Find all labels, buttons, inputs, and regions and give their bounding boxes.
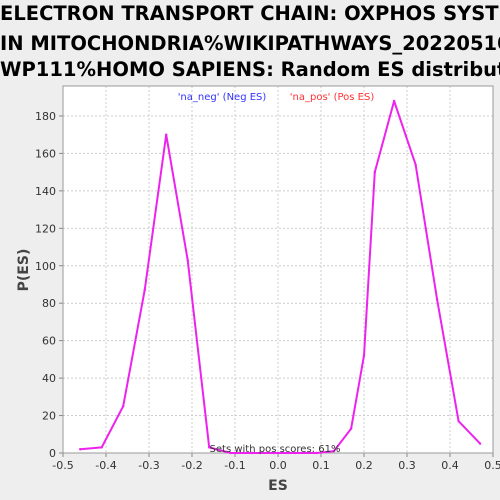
data-point — [414, 163, 417, 166]
y-tick-label: 20 — [42, 410, 56, 423]
plot-area — [63, 86, 493, 453]
y-tick-label: 80 — [42, 297, 56, 310]
series-group — [79, 99, 482, 455]
y-tick-label: 120 — [35, 222, 56, 235]
data-point — [457, 419, 460, 423]
data-point — [186, 258, 189, 262]
x-tick-label: 0.1 — [312, 459, 330, 472]
chart-title-line-3: WP111%HOMO SAPIENS: Random ES distributi… — [0, 58, 500, 81]
data-point — [122, 404, 125, 408]
legend-neg: 'na_neg' (Neg ES) — [178, 92, 267, 103]
x-tick-label: 0.0 — [269, 459, 287, 472]
legend-pos: 'na_pos' (Pos ES) — [290, 92, 375, 103]
y-tick-label: 60 — [42, 335, 56, 348]
x-tick-label: 0.4 — [441, 459, 459, 472]
chart-title-line-2: IN MITOCHONDRIA%WIKIPATHWAYS_20220510% — [0, 32, 500, 55]
x-tick-label: -0.2 — [181, 459, 202, 472]
y-tick-label: 100 — [35, 260, 56, 273]
data-point — [294, 451, 297, 455]
y-tick-label: 160 — [35, 147, 56, 160]
data-point — [272, 451, 275, 455]
y-axis-label: P(ES) — [16, 249, 32, 292]
data-point — [435, 298, 439, 301]
data-point — [349, 427, 353, 430]
x-tick-label: -0.5 — [52, 459, 73, 472]
y-tick-label: 40 — [42, 372, 56, 385]
data-point — [373, 170, 376, 174]
data-point — [478, 442, 482, 445]
data-point — [332, 449, 336, 453]
data-point — [208, 446, 211, 449]
data-point — [251, 451, 254, 455]
x-tick-label: -0.4 — [95, 459, 116, 472]
x-tick-label: 0.3 — [398, 459, 416, 472]
data-point — [362, 354, 366, 357]
data-point — [143, 288, 146, 292]
y-tick-label: 140 — [35, 185, 56, 198]
data-point — [165, 133, 168, 136]
data-point — [315, 451, 318, 455]
data-point — [79, 448, 82, 451]
x-tick-label: 0.2 — [355, 459, 373, 472]
annotation: Sets with pos scores: 61% — [210, 444, 341, 455]
y-tick-label: 180 — [35, 110, 56, 123]
data-point — [100, 446, 103, 449]
data-point — [229, 451, 232, 455]
data-point — [392, 99, 396, 103]
x-tick-label: 0.5 — [484, 459, 500, 472]
x-tick-label: -0.3 — [138, 459, 159, 472]
x-axis-label: ES — [268, 478, 288, 494]
y-tick-label: 0 — [49, 447, 56, 460]
chart-title-line-1: ELECTRON TRANSPORT CHAIN: OXPHOS SYSTEM — [0, 2, 500, 25]
x-tick-label: -0.1 — [224, 459, 245, 472]
